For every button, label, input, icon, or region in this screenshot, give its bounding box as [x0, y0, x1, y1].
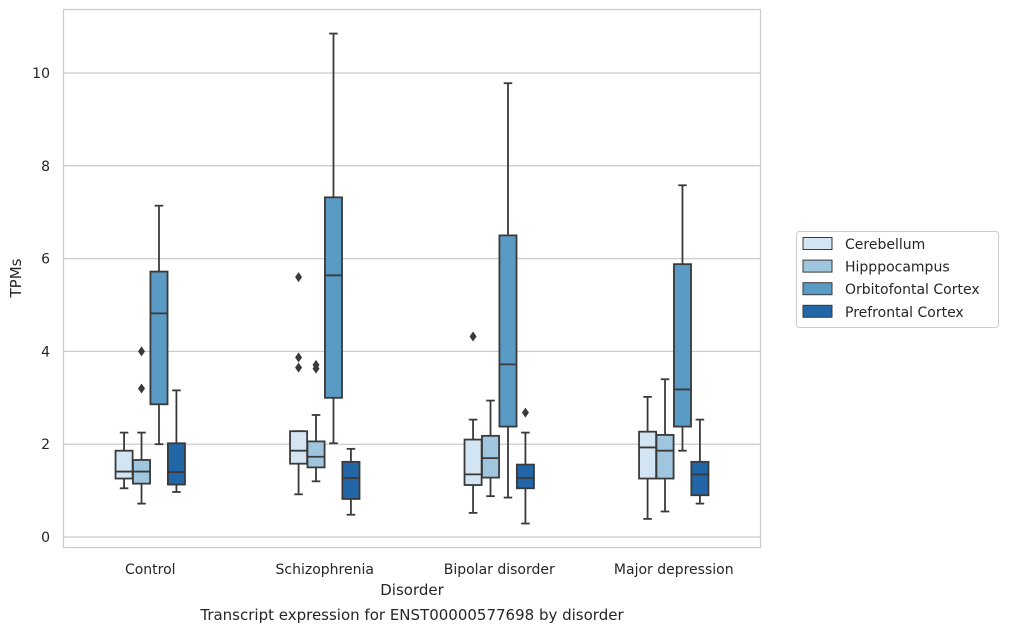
outlier-point [138, 383, 146, 394]
x-axis-label: Disorder [380, 581, 444, 599]
box-3-2 [515, 407, 535, 525]
box-3-1 [341, 447, 361, 516]
box-1-3 [655, 378, 675, 513]
box-iqr [515, 463, 535, 490]
figure-caption: Transcript expression for ENST0000057769… [200, 606, 624, 624]
legend-item: Cerebellum [802, 237, 925, 253]
legend-item: Hipppocampus [802, 259, 950, 276]
box-iqr [166, 442, 186, 486]
box-iqr [114, 449, 134, 480]
legend-item: Orbitofontal Cortex [802, 282, 980, 298]
box-2-1 [324, 32, 343, 445]
box-2-2 [498, 82, 518, 499]
legend: Cerebellum Hipppocampus Orbitofontal Corte… [796, 231, 999, 328]
box-3-0 [166, 389, 186, 493]
legend-swatch [802, 237, 833, 250]
outlier-point [295, 362, 303, 373]
legend-swatch [802, 304, 833, 318]
x-tick-label: Control [125, 562, 176, 578]
box-iqr [341, 460, 361, 500]
boxes [114, 32, 710, 525]
box-0-3 [638, 395, 658, 520]
legend-swatch [802, 259, 833, 273]
outlier-point [521, 407, 529, 418]
x-axis-ticks: Control Schizophrenia Bipolar disorder Majo… [125, 562, 734, 578]
legend-label: Orbitofontal Cortex [845, 282, 980, 298]
box-1-2 [481, 399, 500, 498]
box-iqr [673, 263, 692, 428]
outlier-point [312, 363, 320, 374]
y-tick-label: 2 [41, 437, 50, 453]
outlier-point [295, 352, 303, 363]
box-iqr [481, 434, 500, 479]
outlier-point [469, 331, 477, 342]
y-tick-label: 0 [41, 530, 50, 546]
y-tick-label: 10 [32, 66, 50, 82]
x-tick-label: Major depression [614, 562, 734, 578]
y-axis-label: TPMs [7, 258, 25, 298]
box-0-0 [114, 431, 134, 490]
y-tick-label: 4 [41, 344, 50, 360]
box-0-2 [463, 331, 483, 514]
outlier-point [295, 272, 303, 283]
box-iqr [638, 430, 658, 480]
legend-label: Prefrontal Cortex [845, 305, 964, 321]
box-1-0 [132, 346, 151, 505]
box-iqr [289, 430, 309, 465]
legend-frame [796, 231, 999, 328]
box-iqr [324, 196, 343, 399]
outlier-point [138, 346, 146, 357]
legend-swatch [802, 282, 833, 296]
plot-area-border [62, 8, 762, 549]
y-tick-label: 6 [41, 252, 50, 268]
box-iqr [498, 234, 518, 428]
legend-label: Hipppocampus [845, 260, 950, 276]
x-tick-label: Bipolar disorder [444, 562, 555, 578]
box-iqr [690, 460, 710, 497]
y-axis-ticks: 0 2 4 6 8 10 [32, 66, 50, 546]
box-2-0 [149, 204, 169, 446]
box-0-1 [289, 272, 309, 496]
y-tick-label: 8 [41, 159, 50, 175]
box-2-3 [673, 184, 692, 452]
x-tick-label: Schizophrenia [276, 562, 374, 578]
box-iqr [149, 270, 169, 406]
box-3-3 [690, 418, 710, 505]
box-iqr [306, 440, 326, 469]
legend-item: Prefrontal Cortex [802, 304, 964, 321]
box-iqr [463, 438, 483, 486]
box-iqr [655, 434, 675, 480]
legend-label: Cerebellum [845, 237, 925, 253]
box-1-1 [306, 359, 326, 483]
